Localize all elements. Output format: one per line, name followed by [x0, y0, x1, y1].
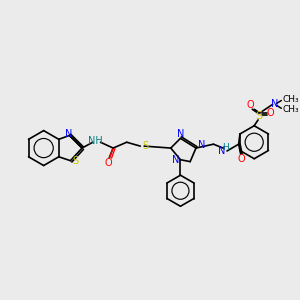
Text: O: O: [267, 108, 274, 118]
Text: CH₃: CH₃: [282, 105, 299, 114]
Text: S: S: [256, 111, 262, 121]
Text: N: N: [177, 128, 184, 139]
Text: N: N: [172, 155, 179, 165]
Text: O: O: [247, 100, 254, 110]
Text: N: N: [271, 99, 278, 110]
Text: N: N: [65, 128, 72, 139]
Text: O: O: [238, 154, 245, 164]
Text: H: H: [222, 142, 229, 152]
Text: S: S: [142, 141, 148, 151]
Text: N: N: [198, 140, 206, 150]
Text: CH₃: CH₃: [282, 95, 299, 104]
Text: NH: NH: [88, 136, 103, 146]
Text: N: N: [218, 146, 225, 156]
Text: S: S: [72, 156, 79, 166]
Text: O: O: [104, 158, 112, 168]
